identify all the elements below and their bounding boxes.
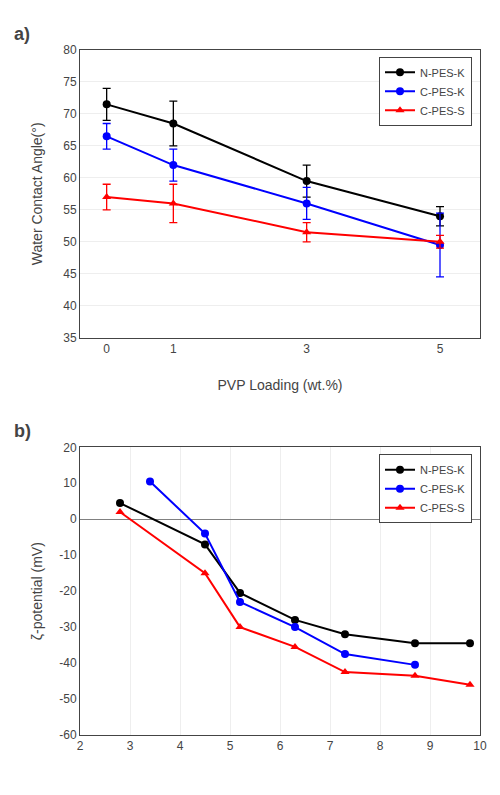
svg-text:a): a) — [14, 24, 30, 44]
svg-text:65: 65 — [63, 139, 77, 153]
svg-text:20: 20 — [63, 441, 77, 455]
svg-text:7: 7 — [327, 739, 334, 753]
svg-text:55: 55 — [63, 203, 77, 217]
svg-text:80: 80 — [63, 43, 77, 57]
svg-text:2: 2 — [77, 739, 84, 753]
svg-text:-40: -40 — [59, 656, 77, 670]
svg-text:-50: -50 — [59, 692, 77, 706]
svg-text:50: 50 — [63, 235, 77, 249]
svg-text:5: 5 — [437, 342, 444, 356]
svg-text:PVP Loading (wt.%): PVP Loading (wt.%) — [217, 377, 342, 393]
svg-text:3: 3 — [303, 342, 310, 356]
svg-text:-30: -30 — [59, 620, 77, 634]
svg-text:70: 70 — [63, 107, 77, 121]
svg-text:-10: -10 — [59, 548, 77, 562]
svg-text:60: 60 — [63, 171, 77, 185]
svg-text:1: 1 — [170, 342, 177, 356]
svg-text:40: 40 — [63, 299, 77, 313]
svg-text:10: 10 — [473, 739, 487, 753]
svg-text:-20: -20 — [59, 584, 77, 598]
svg-text:4: 4 — [177, 739, 184, 753]
svg-text:10: 10 — [63, 476, 77, 490]
svg-text:ζ-potential (mV): ζ-potential (mV) — [29, 542, 45, 640]
svg-text:3: 3 — [127, 739, 134, 753]
svg-text:Water Contact Angle(°): Water Contact Angle(°) — [29, 122, 45, 265]
svg-text:C-PES-K: C-PES-K — [420, 483, 465, 495]
svg-text:8: 8 — [377, 739, 384, 753]
svg-text:0: 0 — [70, 512, 77, 526]
svg-text:6: 6 — [277, 739, 284, 753]
svg-text:C-PES-S: C-PES-S — [420, 502, 465, 514]
svg-text:N-PES-K: N-PES-K — [420, 67, 465, 79]
svg-text:5: 5 — [227, 739, 234, 753]
svg-text:C-PES-S: C-PES-S — [420, 105, 465, 117]
svg-text:b): b) — [14, 421, 31, 441]
svg-text:C-PES-K: C-PES-K — [420, 86, 465, 98]
svg-text:35: 35 — [63, 331, 77, 345]
svg-text:0: 0 — [103, 342, 110, 356]
svg-text:9: 9 — [427, 739, 434, 753]
svg-text:45: 45 — [63, 267, 77, 281]
svg-text:N-PES-K: N-PES-K — [420, 464, 465, 476]
svg-text:75: 75 — [63, 75, 77, 89]
svg-text:-60: -60 — [59, 728, 77, 742]
